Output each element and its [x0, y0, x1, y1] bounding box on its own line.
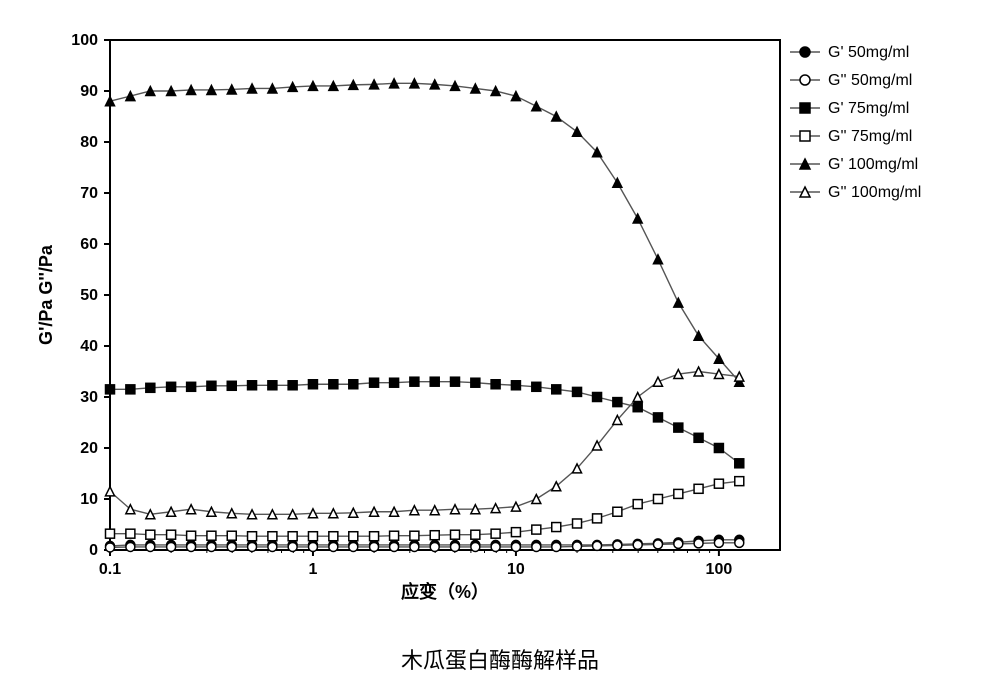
svg-text:应变（%）: 应变（%）	[401, 581, 489, 602]
svg-text:80: 80	[80, 134, 98, 151]
svg-text:40: 40	[80, 338, 98, 355]
svg-text:1: 1	[309, 561, 318, 578]
svg-text:G'' 75mg/ml: G'' 75mg/ml	[828, 128, 912, 145]
svg-text:0: 0	[89, 542, 98, 559]
svg-text:G'/Pa G''/Pa: G'/Pa G''/Pa	[36, 244, 56, 345]
svg-text:70: 70	[80, 185, 98, 202]
svg-text:G' 75mg/ml: G' 75mg/ml	[828, 100, 909, 117]
chart-caption: 木瓜蛋白酶酶解样品	[20, 643, 980, 675]
svg-text:90: 90	[80, 83, 98, 100]
svg-text:100: 100	[71, 32, 98, 49]
svg-text:60: 60	[80, 236, 98, 253]
svg-text:30: 30	[80, 389, 98, 406]
svg-text:G' 100mg/ml: G' 100mg/ml	[828, 156, 918, 173]
strain-sweep-chart: 0 10 20 30 40 50 60 70 80 90 100 0.1 1 10 100 应变（%） G'/P…	[20, 20, 980, 620]
svg-text:G'' 100mg/ml: G'' 100mg/ml	[828, 184, 921, 201]
svg-text:50: 50	[80, 287, 98, 304]
svg-text:100: 100	[706, 561, 733, 578]
svg-text:20: 20	[80, 440, 98, 457]
svg-text:10: 10	[80, 491, 98, 508]
svg-text:G' 50mg/ml: G' 50mg/ml	[828, 44, 909, 61]
svg-text:0.1: 0.1	[99, 561, 121, 578]
svg-text:G'' 50mg/ml: G'' 50mg/ml	[828, 72, 912, 89]
svg-text:10: 10	[507, 561, 525, 578]
